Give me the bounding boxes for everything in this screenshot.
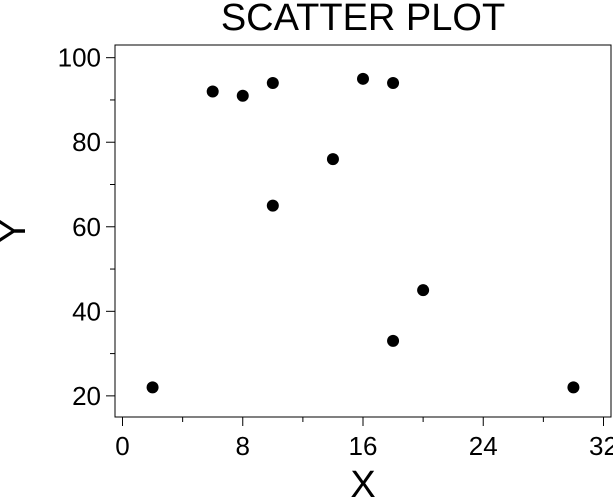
y-axis-label: Y <box>0 218 34 243</box>
x-tick-label: 16 <box>349 431 378 461</box>
x-axis: 0 8 16 24 32 <box>115 417 613 461</box>
y-tick-label: 20 <box>72 381 101 411</box>
scatter-point <box>326 153 339 166</box>
plot-area <box>114 44 612 418</box>
data-points <box>146 72 580 394</box>
y-axis: 20 40 60 80 100 <box>58 43 115 411</box>
scatter-point <box>206 85 219 98</box>
x-tick-label: 24 <box>469 431 498 461</box>
scatter-point <box>266 199 279 212</box>
y-tick-label: 60 <box>72 212 101 242</box>
y-tick-label: 40 <box>72 296 101 326</box>
x-tick-label: 0 <box>115 431 129 461</box>
chart-title: SCATTER PLOT <box>221 0 505 39</box>
scatter-point <box>357 72 369 85</box>
scatter-point <box>387 334 400 347</box>
scatter-point <box>146 381 159 394</box>
x-tick-label: 32 <box>589 431 613 461</box>
scatter-point <box>387 77 400 90</box>
scatter-point <box>567 381 580 394</box>
scatter-point <box>417 284 430 297</box>
scatter-point <box>266 77 279 90</box>
y-tick-label: 80 <box>72 127 101 157</box>
y-tick-label: 100 <box>58 43 101 73</box>
x-axis-label: X <box>350 464 375 500</box>
scatter-point <box>236 89 249 102</box>
x-tick-label: 8 <box>236 431 250 461</box>
